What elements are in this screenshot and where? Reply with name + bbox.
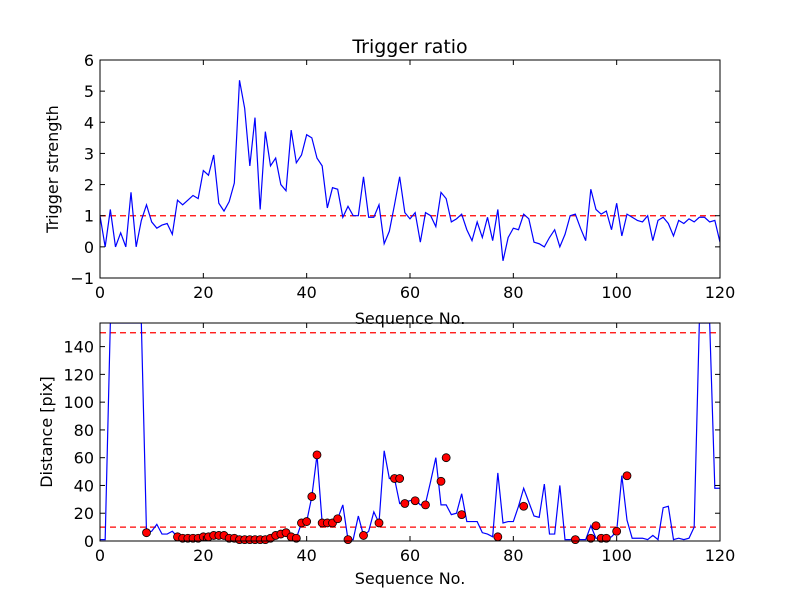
y-tick-label: 2 [84, 176, 94, 195]
trigger-ratio-chart: Trigger ratio 0 20 40 60 80 100 120 −10123456 … [43, 36, 735, 328]
series-line [100, 80, 720, 261]
y-tick-label: 0 [84, 238, 94, 257]
y-tick-label: 6 [84, 51, 94, 70]
y-tick-label: 5 [84, 82, 94, 101]
data-point-marker [395, 474, 405, 483]
data-point-marker [457, 510, 467, 520]
x-tick-label: 100 [601, 283, 632, 302]
distance-chart: 0 20 40 60 80 100 120 0 20 40 60 80 100 120 140 Seque… [37, 322, 735, 588]
x-tick-label: 80 [503, 546, 523, 565]
data-point-marker [410, 496, 420, 506]
x-tick-label: 40 [296, 546, 316, 565]
data-point-marker [591, 521, 601, 531]
x-tick-label: 100 [601, 546, 632, 565]
y-tick-label: 140 [63, 338, 94, 357]
x-ticks: 0 20 40 60 80 100 120 [95, 60, 735, 302]
y-axis-label: Distance [pix] [37, 376, 56, 488]
x-tick-label: 20 [193, 283, 213, 302]
y-tick-label: 60 [74, 449, 94, 468]
x-tick-label: 80 [503, 283, 523, 302]
x-axis-label: Sequence No. [355, 569, 466, 588]
data-point-marker [312, 450, 322, 460]
plot-area [100, 323, 720, 545]
data-point-marker [421, 500, 430, 510]
data-point-marker [142, 528, 151, 538]
y-tick-label: 100 [63, 393, 94, 412]
data-point-marker [302, 517, 312, 526]
y-ticks: 0 20 40 60 80 100 120 140 [63, 338, 720, 551]
x-tick-label: 120 [705, 283, 736, 302]
data-point-marker [612, 526, 622, 536]
data-point-marker [436, 476, 446, 486]
y-tick-label: 20 [74, 504, 94, 523]
data-point-marker [570, 535, 580, 545]
x-tick-label: 60 [400, 546, 420, 565]
y-ticks: −1 0 1 2 3 4 5 6 [70, 51, 720, 288]
x-tick-label: 20 [193, 546, 213, 565]
data-point-marker [622, 471, 632, 481]
x-tick-label: 60 [400, 283, 420, 302]
x-tick-label: 0 [95, 546, 105, 565]
data-point-marker [343, 535, 353, 545]
data-point-marker [307, 492, 317, 501]
y-tick-label: 3 [84, 144, 94, 163]
markers [142, 450, 632, 545]
y-tick-label: 80 [74, 421, 94, 440]
y-tick-label: 4 [84, 113, 94, 132]
y-tick-label: 1 [84, 207, 94, 226]
chart-title: Trigger ratio [351, 36, 467, 58]
data-point-marker [400, 499, 410, 508]
data-point-marker [291, 533, 301, 543]
data-point-marker [586, 533, 596, 543]
x-tick-label: 40 [296, 283, 316, 302]
y-tick-label: 0 [84, 532, 94, 551]
data-point-marker [519, 501, 529, 511]
data-point-marker [441, 453, 451, 463]
data-point-marker [359, 531, 368, 540]
data-point-marker [333, 514, 343, 524]
data-point-marker [374, 518, 384, 528]
x-ticks: 0 20 40 60 80 100 120 [95, 323, 735, 565]
data-point-marker [493, 532, 503, 542]
y-axis-label: Trigger strength [43, 105, 62, 234]
y-tick-label: −1 [70, 269, 94, 288]
y-tick-label: 40 [74, 476, 94, 495]
x-tick-label: 0 [95, 283, 105, 302]
x-tick-label: 120 [705, 546, 736, 565]
data-point-marker [601, 533, 611, 543]
y-tick-label: 120 [63, 365, 94, 384]
plot-area [100, 80, 720, 261]
